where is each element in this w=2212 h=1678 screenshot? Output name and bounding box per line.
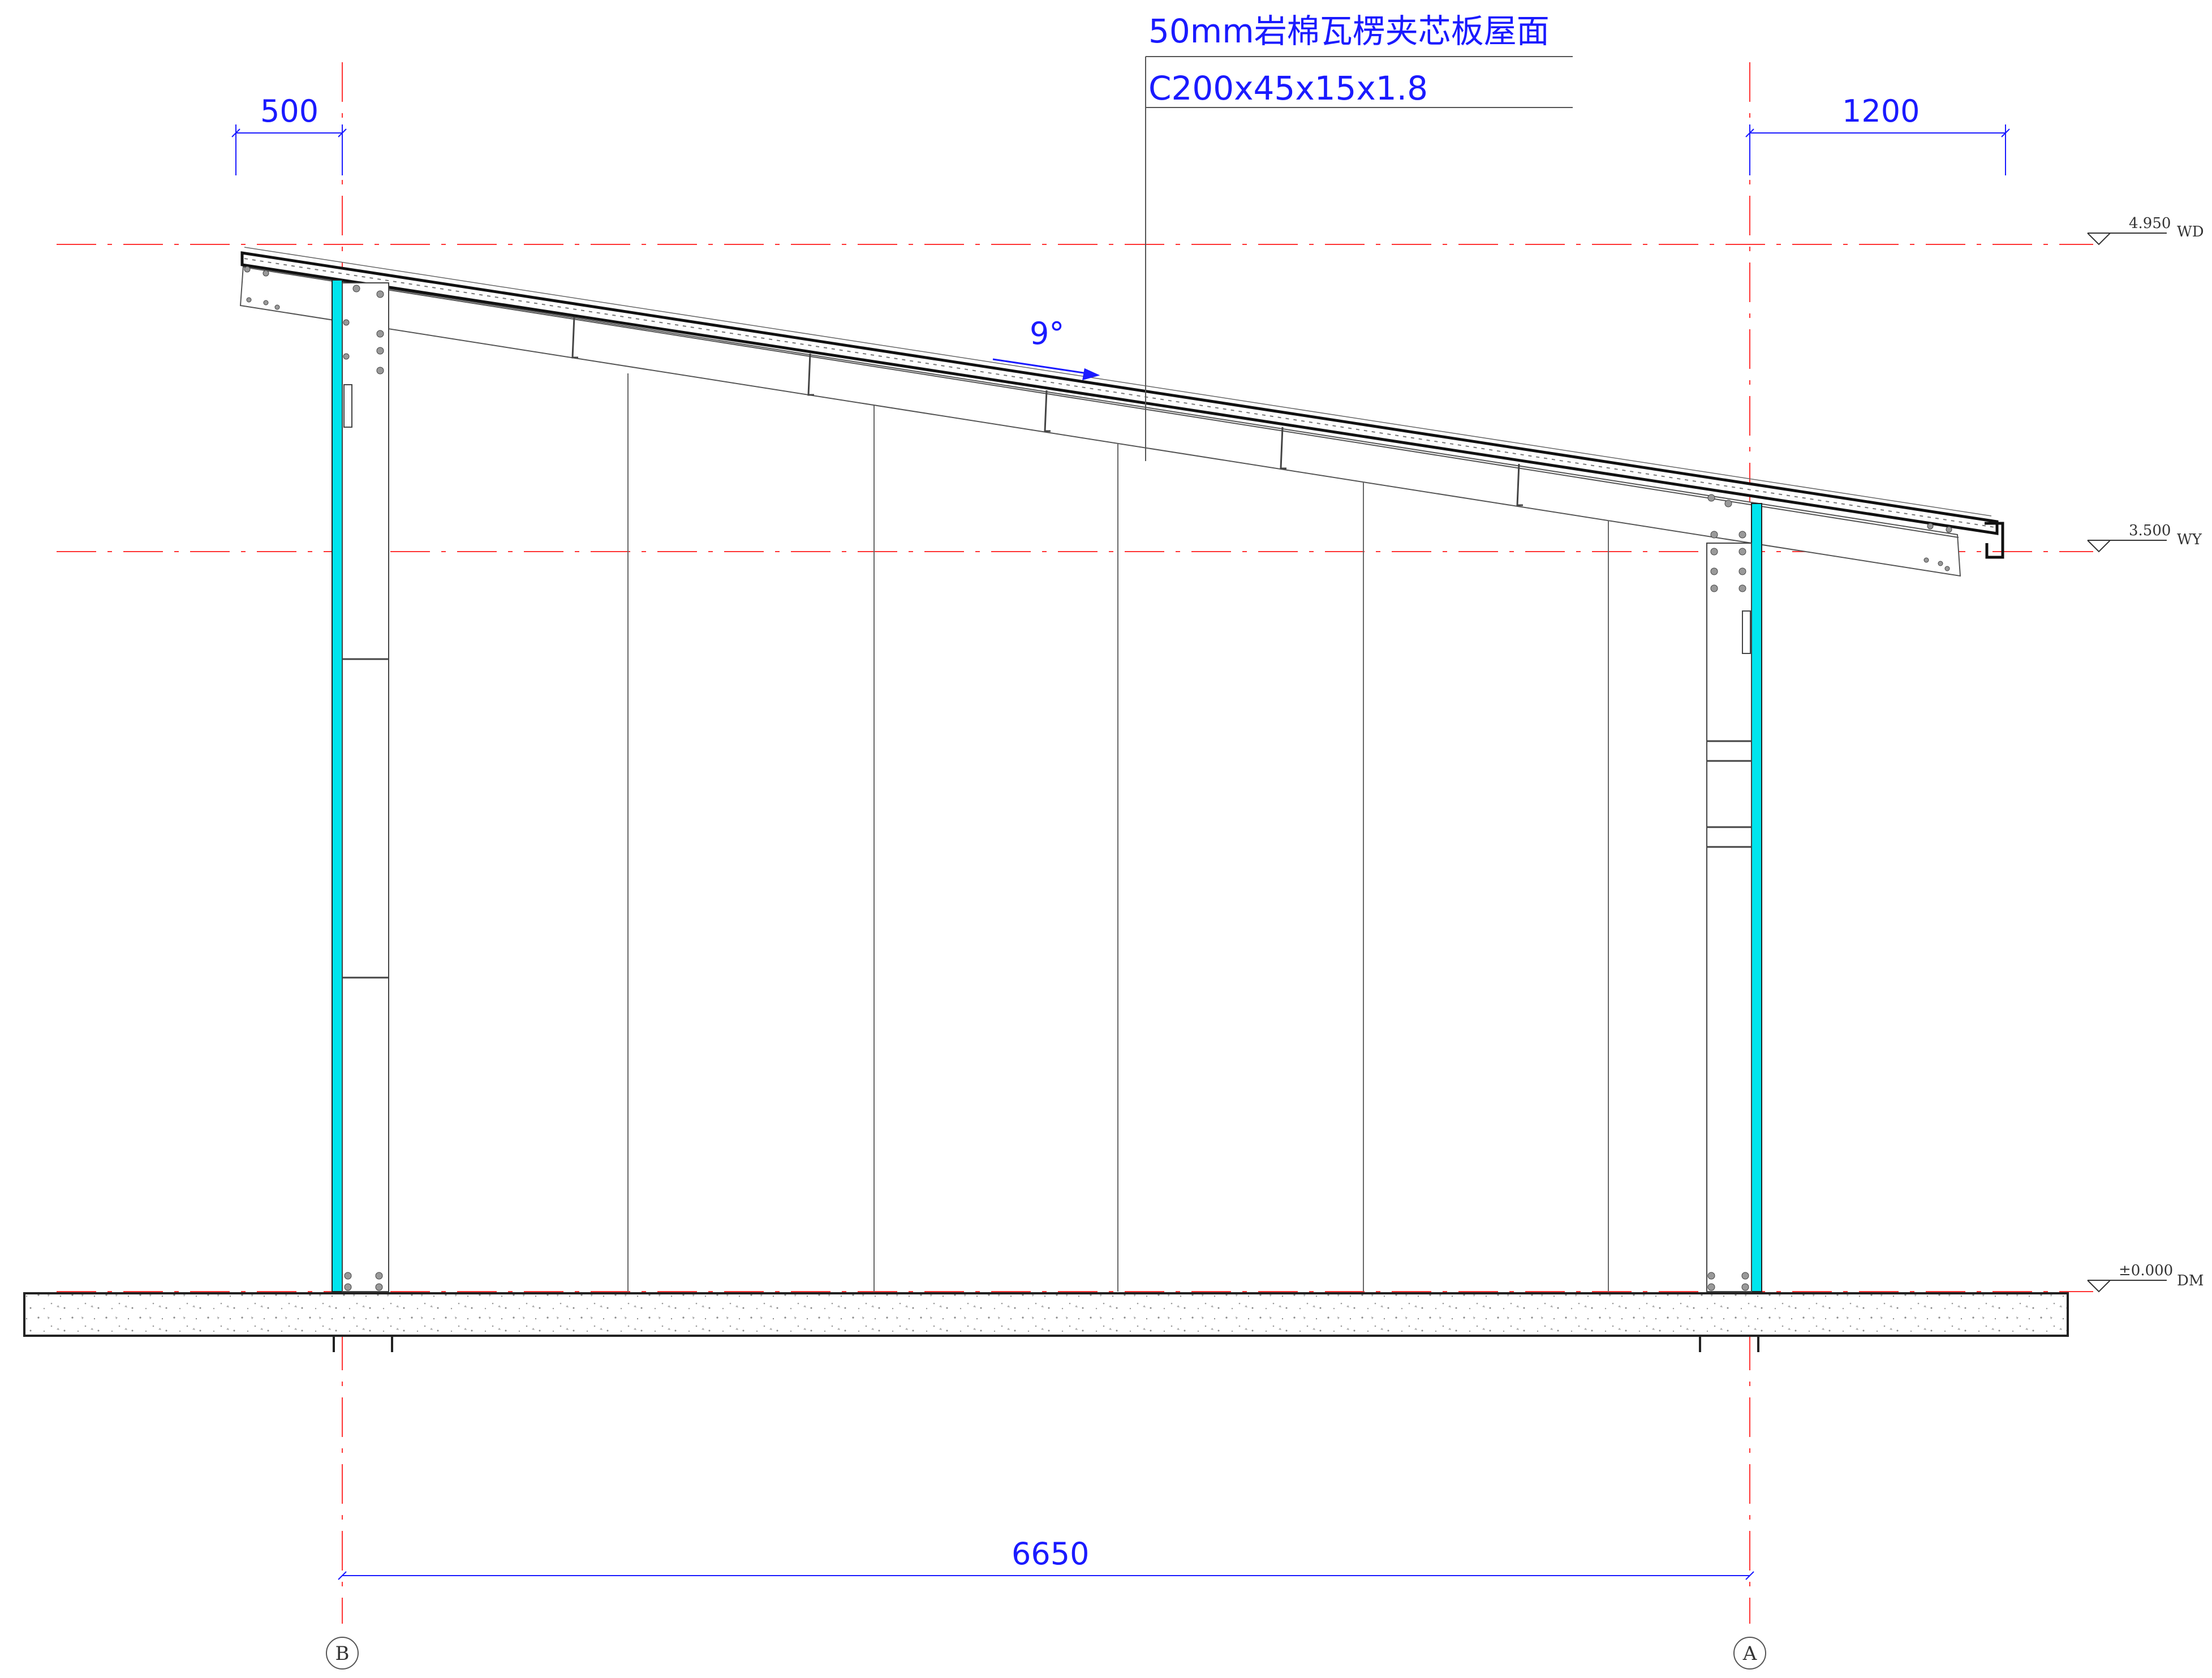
gutter [1985, 522, 2004, 559]
anchor-bolts [333, 1336, 1759, 1352]
svg-text:B: B [335, 1642, 350, 1665]
dimension-span [338, 1571, 1754, 1580]
dimension-right-overhang-text: 1200 [1842, 93, 1920, 129]
rafter-beam [239, 265, 1961, 577]
slope-arrow [992, 358, 1100, 381]
axis-bubble-b: B [326, 1637, 359, 1670]
svg-text:4.950: 4.950 [2129, 215, 2171, 232]
svg-text:3.500: 3.500 [2129, 522, 2171, 539]
dimension-left-overhang-text: 500 [260, 93, 319, 129]
purlin-brackets [571, 316, 1523, 506]
level-marker-eave: 3.500 WY [2087, 522, 2202, 553]
dimension-right-overhang [1745, 124, 2010, 175]
svg-text:WD: WD [2177, 223, 2204, 240]
purlin-label: C200x45x15x1.8 [1148, 69, 1428, 107]
roof-panel-label: 50mm岩棉瓦楞夹芯板屋面 [1148, 12, 1550, 50]
wall-panel-joints [627, 373, 1609, 1292]
level-marker-ground: ±0.000 DM [2087, 1262, 2204, 1293]
level-marker-roof-top: 4.950 WD [2087, 215, 2204, 246]
dimension-left-overhang [231, 124, 347, 175]
left-column [332, 279, 389, 1292]
axis-lines [342, 62, 1750, 1624]
left-connection-bolts [343, 285, 384, 1291]
svg-text:A: A [1742, 1642, 1757, 1665]
eave-bolts [244, 266, 1952, 571]
svg-text:±0.000: ±0.000 [2119, 1262, 2173, 1279]
svg-text:DM: DM [2177, 1272, 2204, 1289]
slope-label: 9° [1030, 316, 1064, 351]
right-column [1706, 503, 1762, 1292]
svg-text:WY: WY [2177, 531, 2202, 548]
annotation-leader [1145, 56, 1573, 461]
axis-bubble-a: A [1733, 1637, 1766, 1670]
dimension-span-text: 6650 [1012, 1536, 1089, 1572]
foundation-slab [23, 1292, 2069, 1337]
right-connection-bolts [1707, 494, 1749, 1291]
roof-panel [240, 247, 1999, 535]
